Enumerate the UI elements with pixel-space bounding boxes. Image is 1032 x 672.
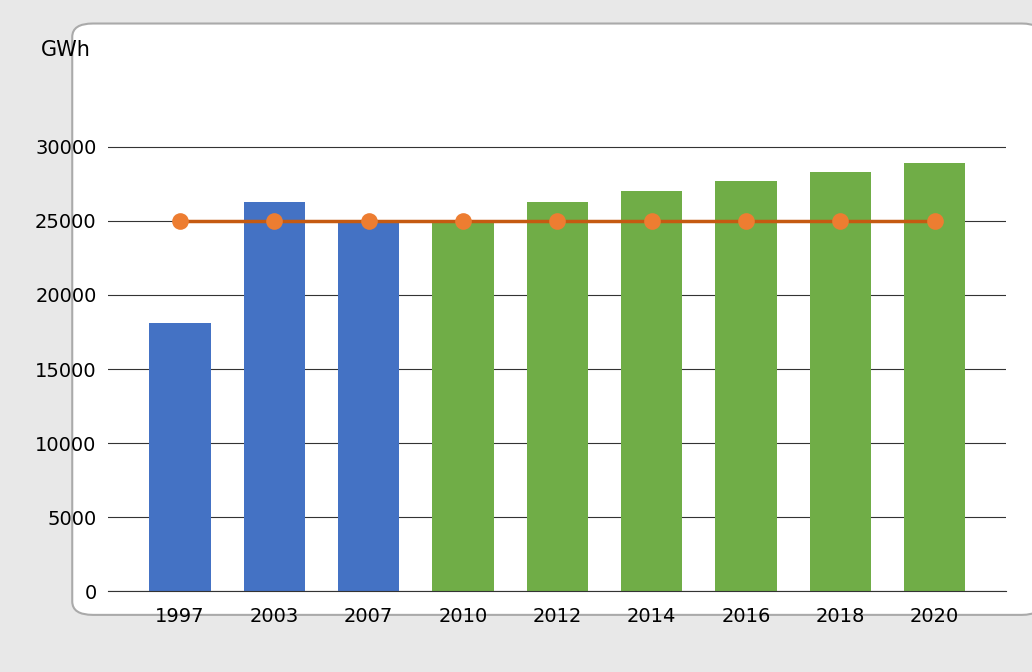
Bar (904, 163, 965, 591)
Bar (621, 191, 682, 591)
Bar (526, 202, 588, 591)
Bar (810, 172, 871, 591)
Bar (244, 202, 304, 591)
Bar (150, 323, 211, 591)
Bar (432, 221, 493, 591)
Bar (337, 221, 399, 591)
Text: GWh: GWh (41, 40, 91, 60)
Bar (715, 181, 777, 591)
